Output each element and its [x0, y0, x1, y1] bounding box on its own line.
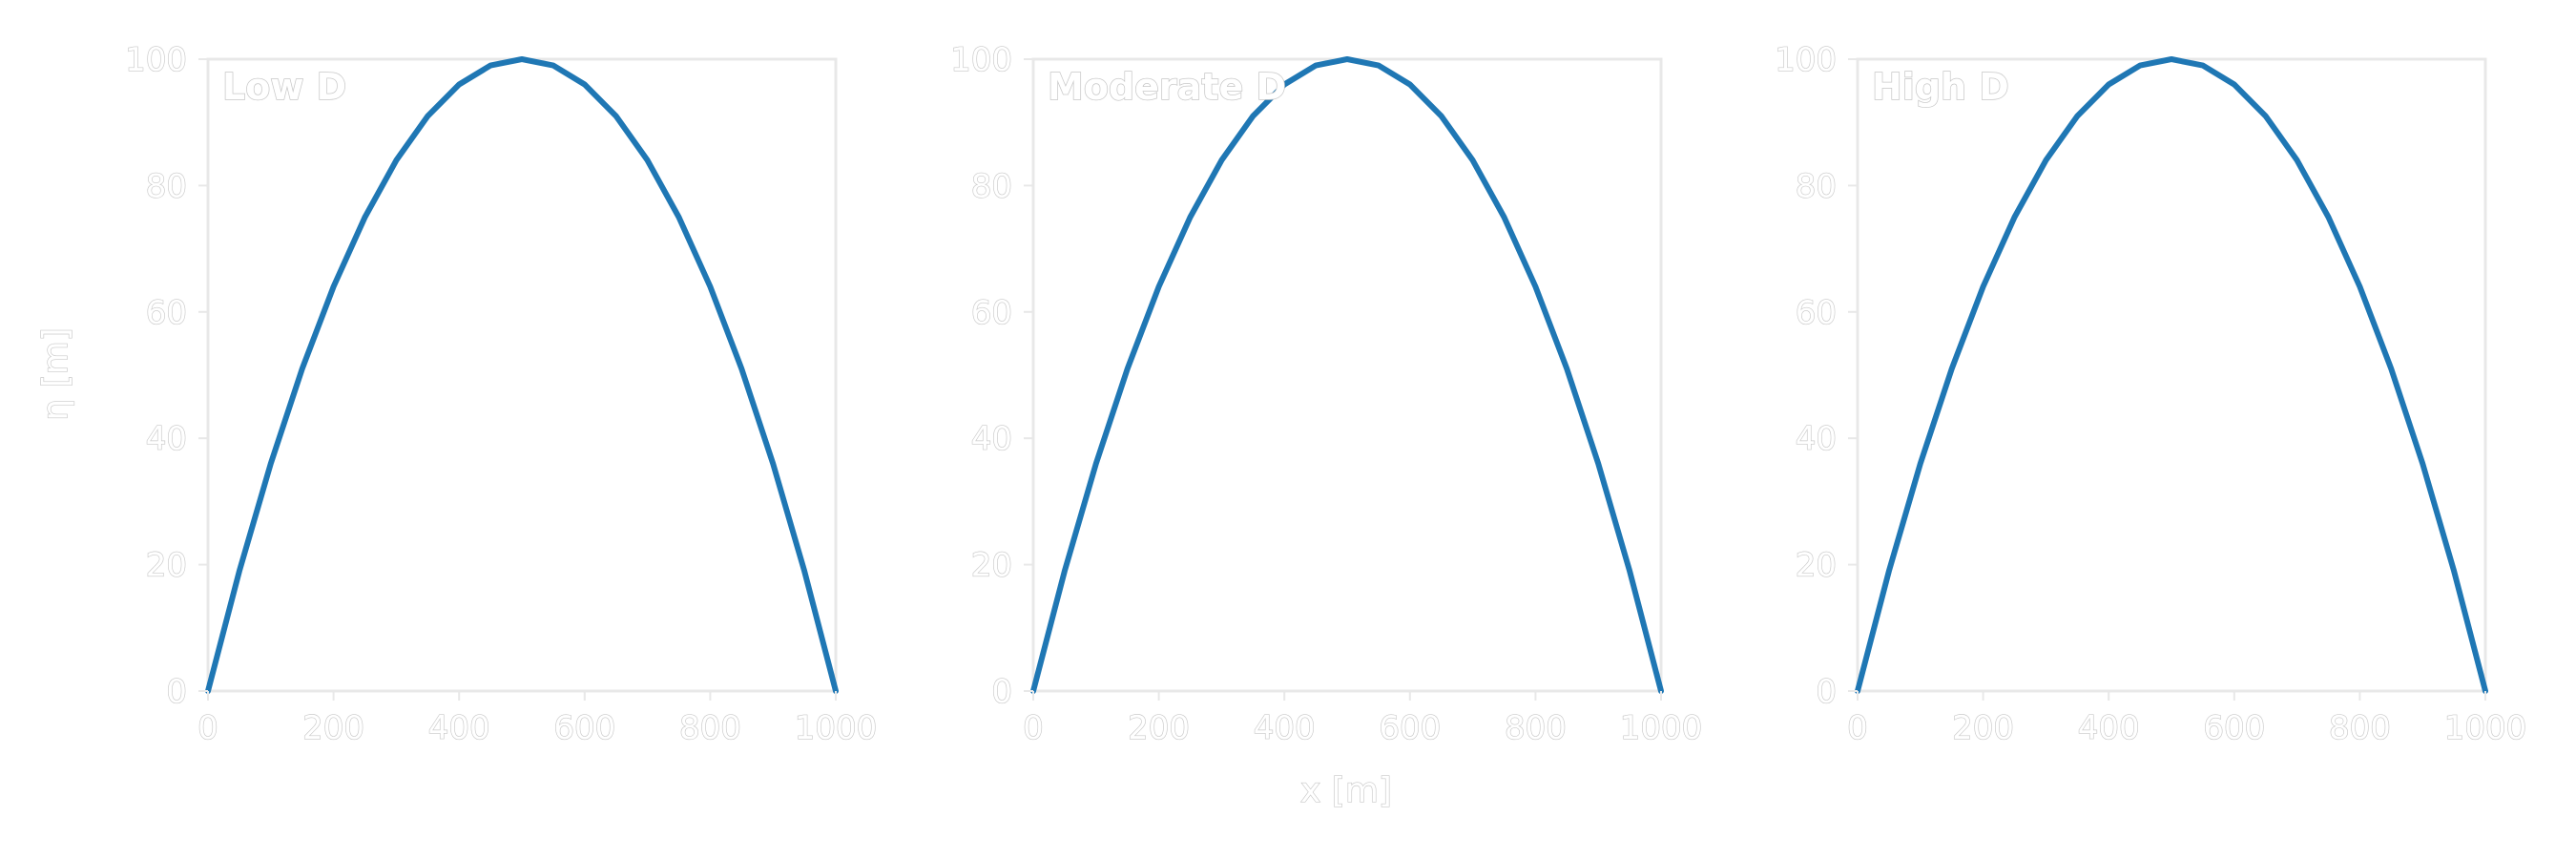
x-tick-label: 600 — [553, 709, 615, 747]
y-tick-label: 60 — [146, 294, 187, 332]
panel-2: 0 200 400 600 800 1000 0 20 40 60 80 100 Moderate D — [949, 40, 1703, 747]
y-tick-label: 20 — [1796, 547, 1837, 585]
x-tick-label: 0 — [1847, 709, 1868, 747]
series-line — [1030, 56, 1664, 694]
panel-1: 0 200 400 600 800 1000 0 20 40 60 80 100 Low D — [124, 40, 878, 747]
x-tick-label: 400 — [1254, 709, 1316, 747]
y-tick-label: 0 — [1816, 673, 1837, 711]
x-tick-label: 1000 — [1620, 709, 1703, 747]
x-tick-label: 400 — [428, 709, 490, 747]
y-tick-label: 20 — [971, 547, 1012, 585]
series-line — [1855, 56, 2488, 694]
panel-3: 0 200 400 600 800 1000 0 20 40 60 80 100 High D — [1774, 40, 2527, 747]
y-tick-label: 60 — [971, 294, 1012, 332]
y-tick-label: 40 — [146, 420, 187, 458]
y-tick-label: 0 — [166, 673, 187, 711]
panel-title: Moderate D — [1048, 66, 1286, 108]
x-tick-label: 400 — [2078, 709, 2140, 747]
y-tick-label: 80 — [1796, 167, 1837, 205]
y-tick-label: 40 — [971, 420, 1012, 458]
y-tick-label: 20 — [146, 547, 187, 585]
x-tick-label: 800 — [679, 709, 741, 747]
y-tick-label: 100 — [1775, 41, 1837, 79]
x-tick-label: 600 — [2203, 709, 2265, 747]
y-tick-label: 0 — [991, 673, 1012, 711]
y-tick-label: 80 — [146, 167, 187, 205]
panel-title: Low D — [222, 66, 346, 108]
x-tick-label: 600 — [1379, 709, 1441, 747]
x-tick-label: 200 — [1952, 709, 2014, 747]
x-tick-label: 0 — [197, 709, 218, 747]
x-tick-label: 200 — [302, 709, 364, 747]
y-tick-label: 60 — [1796, 294, 1837, 332]
x-tick-label: 1000 — [795, 709, 878, 747]
x-axis-label: x [m] — [1300, 771, 1392, 810]
y-axis-label: η [m] — [36, 327, 75, 420]
x-tick-label: 800 — [2329, 709, 2391, 747]
series-line — [205, 56, 839, 694]
y-tick-label: 100 — [125, 41, 187, 79]
y-tick-label: 80 — [971, 167, 1012, 205]
x-tick-label: 1000 — [2444, 709, 2527, 747]
x-tick-label: 200 — [1128, 709, 1190, 747]
x-tick-label: 0 — [1023, 709, 1044, 747]
y-tick-label: 100 — [950, 41, 1012, 79]
panel-title: High D — [1872, 66, 2009, 108]
y-tick-label: 40 — [1796, 420, 1837, 458]
x-tick-label: 800 — [1505, 709, 1567, 747]
